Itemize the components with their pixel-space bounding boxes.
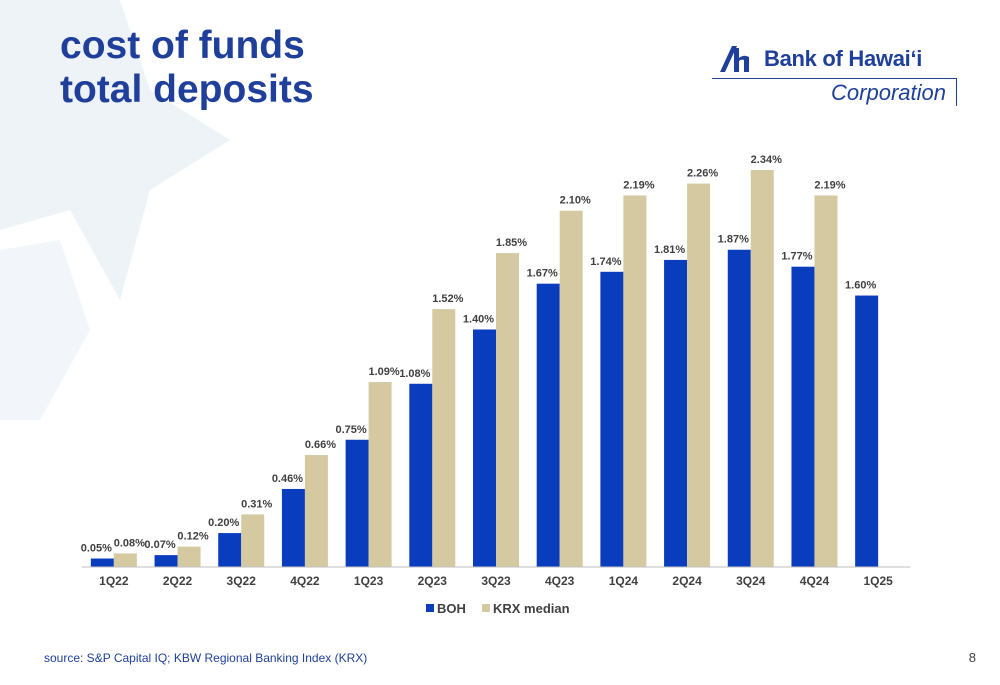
bars-layer [90, 170, 879, 568]
x-tick-label-3q24: 3Q24 [736, 574, 766, 588]
bar-krx-1q22 [113, 553, 137, 567]
bank-logo: Bank of Hawaiʻi Corporation [712, 40, 962, 112]
data-label-krx-4q22: 0.66% [305, 439, 336, 451]
bar-krx-3q22 [241, 514, 265, 567]
data-label-boh-2q24: 1.81% [654, 244, 685, 256]
x-tick-label-4q24: 4Q24 [800, 574, 830, 588]
bar-boh-1q23 [345, 439, 369, 567]
x-tick-labels-layer: 1Q22 2Q22 3Q22 4Q22 1Q23 2Q23 3Q23 4Q23 1Q24 2Q24… [99, 574, 893, 588]
x-tick-label-3q23: 3Q23 [481, 574, 511, 588]
bar-boh-3q22 [218, 533, 242, 567]
legend: BOH KRX median [426, 601, 570, 616]
data-label-krx-3q24: 2.34% [751, 154, 782, 166]
bar-boh-1q25 [855, 295, 879, 567]
data-label-boh-3q23: 1.40% [463, 313, 494, 325]
source-note: source: S&P Capital IQ; KBW Regional Ban… [44, 651, 368, 665]
legend-label-krx: KRX median [493, 601, 570, 616]
bar-krx-3q24 [750, 170, 774, 567]
bar-krx-4q23 [559, 210, 583, 567]
bar-krx-1q24 [623, 195, 647, 567]
x-tick-label-2q22: 2Q22 [163, 574, 193, 588]
data-label-boh-3q24: 1.87% [718, 234, 749, 246]
data-label-krx-2q22: 0.12% [177, 531, 208, 543]
data-label-krx-2q24: 2.26% [687, 168, 718, 180]
x-tick-label-1q24: 1Q24 [609, 574, 639, 588]
data-label-boh-1q22: 0.05% [81, 543, 112, 555]
bar-krx-2q23 [432, 309, 456, 567]
data-label-boh-2q22: 0.07% [144, 539, 175, 551]
x-tick-label-4q22: 4Q22 [290, 574, 320, 588]
data-label-boh-4q23: 1.67% [527, 268, 558, 280]
data-label-boh-1q25: 1.60% [845, 280, 876, 292]
page-title-line-1: cost of funds [60, 24, 305, 67]
data-label-boh-1q24: 1.74% [590, 256, 621, 268]
bar-boh-3q24 [727, 249, 751, 567]
data-labels-layer: 0.05% 0.08% 0.07%0.12%0.20%0.31% 0.46% 0.66%… [81, 154, 877, 555]
data-label-boh-1q23: 0.75% [336, 424, 367, 436]
bar-boh-1q24 [600, 271, 624, 567]
data-label-krx-1q24: 2.19% [623, 179, 654, 191]
bar-krx-4q22 [304, 455, 328, 567]
data-label-boh-2q23: 1.08% [399, 368, 430, 380]
x-tick-label-3q22: 3Q22 [227, 574, 257, 588]
bar-boh-2q23 [409, 383, 433, 567]
legend-label-boh: BOH [437, 601, 466, 616]
x-tick-label-2q23: 2Q23 [418, 574, 448, 588]
legend-swatch-boh [426, 604, 434, 612]
data-label-krx-2q23: 1.52% [432, 293, 463, 305]
page-title-line-2: total deposits [60, 68, 314, 111]
data-label-boh-3q22: 0.20% [208, 517, 239, 529]
bar-boh-3q23 [473, 329, 496, 567]
background-star-decoration [0, 0, 230, 420]
page-number: 8 [968, 650, 976, 665]
logo-name: Bank of Hawaiʻi [764, 46, 923, 71]
bar-krx-1q23 [368, 382, 392, 567]
data-label-krx-1q22: 0.08% [114, 537, 145, 549]
logo-divider-vertical [956, 78, 957, 106]
bar-krx-3q23 [496, 253, 519, 567]
x-tick-label-1q25: 1Q25 [863, 574, 893, 588]
data-label-krx-1q23: 1.09% [369, 366, 400, 378]
data-label-krx-4q24: 2.19% [814, 179, 845, 191]
bar-krx-2q22 [177, 546, 201, 567]
logo-subtitle: Corporation [831, 80, 946, 105]
data-label-krx-3q23: 1.85% [496, 237, 527, 249]
bar-boh-1q22 [90, 558, 114, 567]
bar-boh-2q24 [664, 259, 688, 567]
data-label-boh-4q24: 1.77% [781, 251, 812, 263]
legend-swatch-krx [482, 604, 490, 612]
data-label-boh-4q22: 0.46% [272, 473, 303, 485]
logo-divider [712, 78, 956, 79]
x-tick-label-2q24: 2Q24 [672, 574, 702, 588]
bar-krx-4q24 [814, 195, 838, 567]
x-tick-label-1q23: 1Q23 [354, 574, 384, 588]
data-label-krx-3q22: 0.31% [241, 498, 272, 510]
bank-of-hawaii-mark-icon [720, 46, 749, 72]
x-tick-label-1q22: 1Q22 [99, 574, 129, 588]
bar-krx-2q24 [687, 183, 711, 568]
bar-boh-4q22 [281, 488, 305, 567]
data-label-krx-4q23: 2.10% [560, 195, 591, 207]
bar-boh-4q23 [536, 283, 560, 567]
bar-boh-2q22 [154, 555, 178, 567]
page-title: cost of funds total deposits [60, 24, 314, 112]
bar-boh-4q24 [791, 266, 815, 567]
x-tick-label-4q23: 4Q23 [545, 574, 575, 588]
